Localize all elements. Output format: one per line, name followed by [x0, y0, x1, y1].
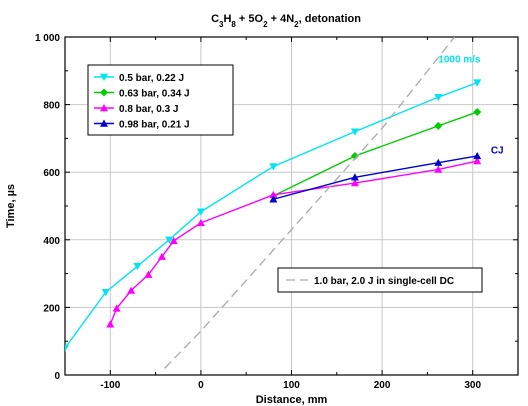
data-point: [434, 93, 443, 102]
data-point: [473, 108, 482, 117]
legend-marker: [100, 119, 108, 127]
data-point: [165, 236, 174, 244]
x-tick-label: 0: [198, 380, 204, 391]
data-point: [473, 157, 482, 165]
data-point: [196, 208, 205, 216]
legend-label: 0.5 bar, 0.22 J: [119, 73, 184, 84]
data-point: [112, 304, 121, 312]
y-tick-label: 600: [43, 168, 60, 179]
data-point: [350, 128, 359, 136]
annotation-label: CJ: [491, 146, 504, 157]
x-tick-label: 200: [374, 380, 391, 391]
x-tick-label: -100: [100, 380, 120, 391]
data-point: [350, 173, 359, 181]
series-5: [164, 37, 456, 369]
data-point: [434, 165, 443, 173]
legend-box-dc: [277, 267, 483, 293]
y-tick-label: 0: [54, 371, 60, 382]
series-2: [269, 108, 482, 200]
data-point: [65, 344, 69, 352]
y-tick-label: 800: [43, 101, 60, 112]
data-point: [350, 179, 359, 187]
x-axis-title: Distance, mm: [256, 394, 328, 406]
data-point: [434, 121, 443, 130]
legend-marker: [100, 104, 108, 112]
data-point: [473, 151, 482, 160]
data-point: [269, 163, 278, 171]
x-tick-label: 100: [283, 380, 300, 391]
legend-label: 0.8 bar, 0.3 J: [119, 104, 179, 115]
series-line: [164, 37, 456, 369]
y-tick-label: 1 000: [35, 33, 60, 44]
legend-marker: [100, 88, 108, 97]
data-point: [196, 218, 205, 227]
series-3: [106, 157, 482, 328]
data-point: [106, 320, 115, 328]
data-point: [157, 252, 166, 260]
data-point: [101, 288, 110, 297]
legend-marker: [100, 73, 108, 81]
data-point: [133, 262, 142, 271]
data-point: [144, 270, 153, 278]
y-tick-label: 400: [43, 236, 60, 247]
data-point: [127, 286, 136, 294]
series-line: [273, 155, 478, 200]
series-line: [273, 111, 478, 197]
data-point: [269, 195, 278, 203]
series-4: [269, 151, 482, 203]
legend-label: 0.63 bar, 0.34 J: [119, 89, 190, 100]
annotation-label: 1000 m/s: [438, 54, 481, 65]
data-point: [350, 151, 359, 160]
legend-label-dc: 1.0 bar, 2.0 J in single-cell DC: [314, 276, 454, 287]
legend: 0.5 bar, 0.22 J 0.63 bar, 0.34 J 0.8 bar, …: [87, 64, 234, 136]
data-point: [269, 190, 278, 199]
legend-label: 0.98 bar, 0.21 J: [119, 120, 190, 131]
x-tick-label: 300: [464, 380, 481, 391]
data-point: [434, 158, 443, 166]
series-1: [65, 79, 482, 352]
y-tick-label: 200: [43, 303, 60, 314]
y-axis-title: Time, µs: [5, 184, 17, 228]
data-point: [473, 79, 482, 87]
data-point: [169, 236, 178, 245]
chart-title: C3H8 + 5O2 + 4N2, detonation: [211, 13, 361, 29]
